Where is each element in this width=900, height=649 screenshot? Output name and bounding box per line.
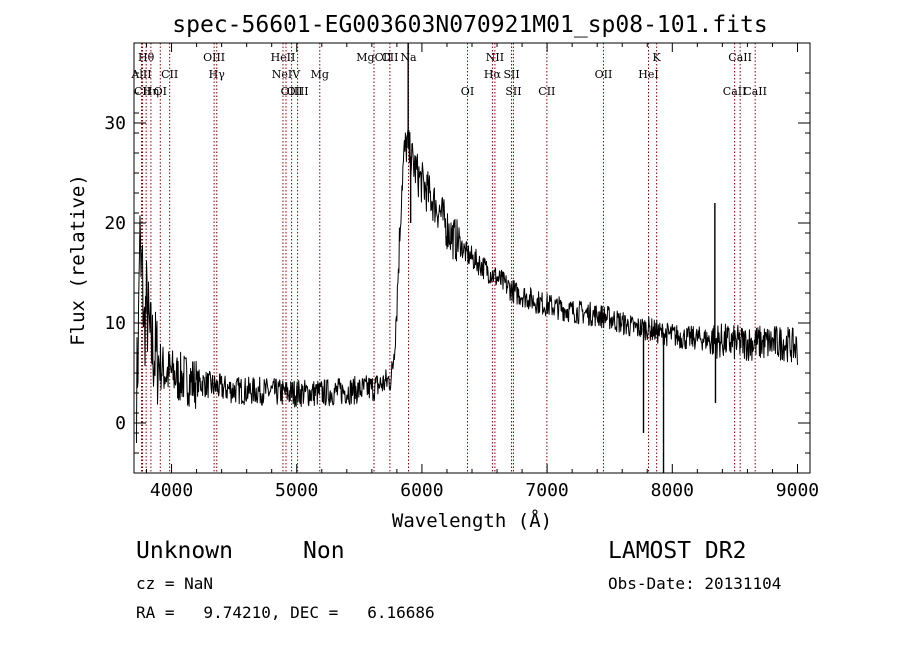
spectral-line-label: HeII [271, 51, 296, 64]
spectral-line-label: OIII [287, 85, 309, 98]
spectral-line-label: CaII [728, 51, 752, 64]
y-tick-label: 20 [104, 213, 126, 234]
spectral-line-label: CII [538, 85, 555, 98]
spectral-line-label: Hθ [138, 51, 155, 64]
x-tick-label: 8000 [651, 480, 694, 501]
spectrum-layer [136, 43, 798, 473]
spectral-line-label: HeI [638, 68, 658, 81]
spectral-line-label: SII [505, 85, 521, 98]
spectral-line-label: CaII [743, 85, 767, 98]
spectral-line-label: OI [461, 85, 474, 98]
x-tick-label: 4000 [150, 480, 193, 501]
x-tick-label: 6000 [400, 480, 443, 501]
spectral-line-label: OIII [281, 85, 303, 98]
spectral-line-label: Hα [484, 68, 502, 81]
spectral-line-label: MgCII [356, 51, 391, 64]
spectral-line-label: Mg [311, 68, 329, 81]
chart-title: spec-56601-EG003603N070921M01_sp08-101.f… [172, 12, 767, 38]
spectral-line-label: OI [154, 85, 167, 98]
spectral-line-label: CII [134, 85, 151, 98]
x-tick-label: 5000 [275, 480, 318, 501]
spectral-line-label: OIII [203, 51, 225, 64]
obs-date: Obs-Date: 20131104 [608, 574, 782, 593]
y-tick-label: 30 [104, 113, 126, 134]
survey-name: LAMOST DR2 [608, 538, 747, 564]
spectral-line-label: SII [503, 68, 519, 81]
object-class: Unknown [136, 538, 233, 564]
spectral-line-label: CII [381, 51, 398, 64]
object-subclass: Non [303, 538, 345, 564]
spectral-line-label: CaII [723, 85, 747, 98]
spectral-line-label: Hγ [209, 68, 226, 81]
y-tick-label: 10 [104, 313, 126, 334]
spectral-line-label: K [653, 51, 662, 64]
spectral-line-label: OII [595, 68, 613, 81]
spectral-line-label: NII [486, 51, 504, 64]
spectral-line-label: CII [161, 68, 178, 81]
spectral-line-label: NeIV [272, 68, 301, 81]
x-tick-label: 9000 [776, 480, 819, 501]
spectrum-trace [136, 129, 798, 444]
x-axis-label: Wavelength (Å) [392, 509, 552, 532]
y-tick-label: 0 [115, 413, 126, 434]
spectral-lines-layer: AlIIHθCIIHηOICIIOIIIHγHeIINeIVOIIIOIIIMg… [130, 43, 767, 473]
ticks-layer: 4000 5000 6000 7000 8000 9000 0 10 20 30 [104, 43, 819, 501]
y-axis-label: Flux (relative) [67, 174, 89, 346]
spectral-line-label: Hη [143, 85, 159, 98]
coordinates: RA = 9.74210, DEC = 6.16686 [136, 603, 435, 622]
redshift: cz = NaN [136, 574, 214, 593]
x-tick-label: 7000 [525, 480, 568, 501]
